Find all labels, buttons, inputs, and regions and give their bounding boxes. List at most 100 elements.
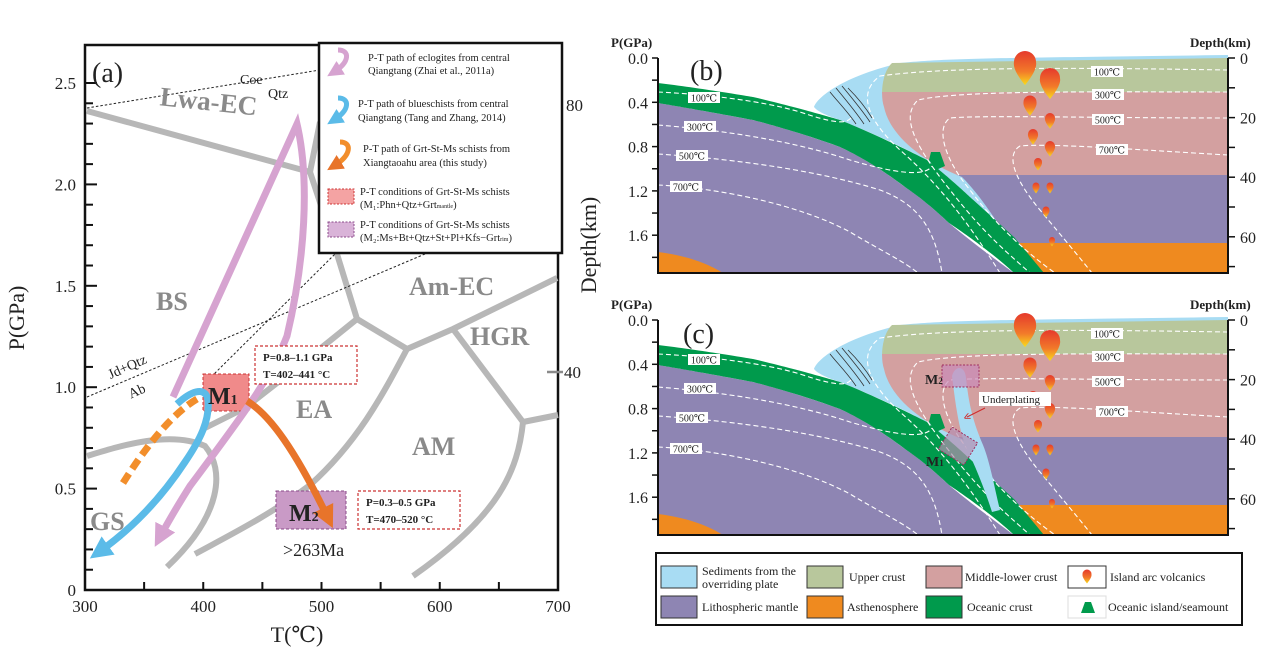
y-axis-title: P(GPa) [4,286,29,351]
isotherm-label: 500℃ [1095,116,1121,127]
m1-temperature: T=402–441 °C [263,369,330,381]
panel-label-c: (c) [683,319,714,350]
isotherm-label: 100℃ [1094,330,1120,341]
depth-tick-label: 40 [1240,170,1256,187]
volcanic-drop-icon [1046,444,1054,456]
y-tick-label: 2.5 [55,74,76,93]
isotherm-label: 100℃ [1094,68,1120,79]
isotherm-label-bg [688,354,720,365]
volcanic-drop-icon [1044,141,1056,157]
blueschist-pt-path [89,388,212,559]
legend-label: overriding plate [702,577,778,591]
m2-label: M2 [925,373,943,388]
seamount-icon [1081,602,1095,613]
schist-path-icon [327,139,351,171]
isotherm-label: 300℃ [687,123,713,134]
volcanics [1013,51,1061,247]
volcanic-drop-icon [1048,237,1056,247]
depth-tick-label: 60 [1240,230,1256,247]
right-axis-title: Depth(km) [1190,297,1251,312]
m1-label: M1 [208,384,238,410]
legend-swatch [660,565,698,589]
legend-label: Upper crust [849,570,906,584]
m2-swatch [327,221,355,238]
panel-b-subduction-model: 100℃ 300℃ 500℃ 700℃ 100℃ 300℃ 500℃ 700℃ 0.0 0.4 0.… [611,35,1256,274]
volcanic-drop-icon [1032,444,1040,456]
reaction-coe-qtz [86,69,321,109]
schist-retrograde-path [245,398,334,529]
shared-depth-axis-title: Depth(km) [576,197,601,294]
panel-a-legend: P-T path of eclogites from central Qiang… [317,41,564,255]
volcanic-drop-icon [1046,182,1054,194]
m2-label: M2 [289,501,319,527]
legend-label: Sediments from the [702,564,796,578]
right-tick-label: 80 [566,96,583,115]
legend-text: Xiangtaoahu area (this study) [363,158,487,169]
legend-text: (M₂:Ms+Bt+Qtz+St+Pl+Kfs−Grtrim) [360,233,512,244]
right-tick-label: 40 [564,363,581,382]
panel-c-subduction-model: 100℃ 300℃ 500℃ 700℃ 100℃ 300℃ 500℃ 700℃ 0.0 0.4 0.… [611,297,1256,536]
pressure-tick-label: 0.8 [628,140,648,157]
isotherm-label-bg [676,150,708,161]
volcanic-drop-icon [1039,330,1061,361]
legend-label: Oceanic island/seamount [1108,600,1229,614]
legend-item: Lithospheric mantle [660,595,798,619]
axis-frame [657,58,1229,274]
isotherm-label: 300℃ [1095,353,1121,364]
pressure-tick-label: 1.6 [628,490,648,507]
volcanic-drop-icon [1013,51,1037,86]
depth-tick-label: 20 [1240,111,1256,128]
isotherm-label: 700℃ [673,183,699,194]
y-tick-label: 0.5 [55,480,76,499]
subduction-cross-section [658,55,1230,273]
isotherm-label: 300℃ [687,385,713,396]
legend-item: Oceanic crust [925,595,1033,619]
reaction-label-qtz: Qtz [268,87,288,102]
isotherm-label-bg [1092,114,1124,125]
depth-tick-label: 20 [1240,373,1256,390]
legend-item: Island arc volcanics [1067,565,1206,589]
m1-swatch [327,188,355,205]
pressure-tick-label: 1.6 [628,228,648,245]
legend-label: Island arc volcanics [1110,570,1206,584]
panel-label-b: (b) [690,56,723,87]
axes: 100℃ 300℃ 500℃ 700℃ 100℃ 300℃ 500℃ 700℃ 0.0 0.4 0.… [628,51,1256,274]
volcanic-drop-icon [1039,68,1061,99]
legend-text: P-T path of Grt-St-Ms schists from [363,144,510,155]
legend-text: P-T path of eclogites from central [368,53,510,64]
right-axis-title: Depth(km) [1190,35,1251,50]
legend-label: Asthenosphere [847,600,918,614]
age-label: >263Ma [283,540,344,560]
legend-text: P-T conditions of Grt-St-Ms schists [360,220,510,231]
underplating-label-bg [979,392,1051,406]
legend-text: (M₁:Phn+Qtz+Grtmantle) [360,200,457,211]
isotherm-label-bg [676,412,708,423]
legend-text: P-T conditions of Grt-St-Ms schists [360,187,510,198]
boundary-gs [86,436,220,570]
reaction-label-coe: Coe [240,73,263,88]
legend-swatch [660,595,698,619]
left-axis-title: P(GPa) [611,35,652,50]
field-am-ec: Am-EC [409,272,494,301]
x-tick-label: 700 [545,597,571,616]
volcanic-drop-icon [1027,129,1039,145]
m2-box [275,490,347,530]
depth-tick-label: 40 [1240,432,1256,449]
underplating-label: Underplating [982,394,1041,406]
volcanic-drop-icon [1033,158,1043,171]
y-tick-label: 1.0 [55,378,76,397]
legend-text: P-T path of blueschists from central [358,99,509,110]
isotherm-label: 700℃ [673,445,699,456]
reaction-lines [86,69,426,398]
isotherm-label-bg [1092,351,1124,362]
depth-tick-label: 0 [1240,51,1248,68]
subduction-cross-section [658,317,1230,535]
isotherm-label-bg [684,121,716,132]
depth-tick-label: 60 [1240,492,1256,509]
schist-prograde-path [120,395,199,485]
pressure-tick-label: 1.2 [628,184,648,201]
isotherm-label-bg [1092,376,1124,387]
